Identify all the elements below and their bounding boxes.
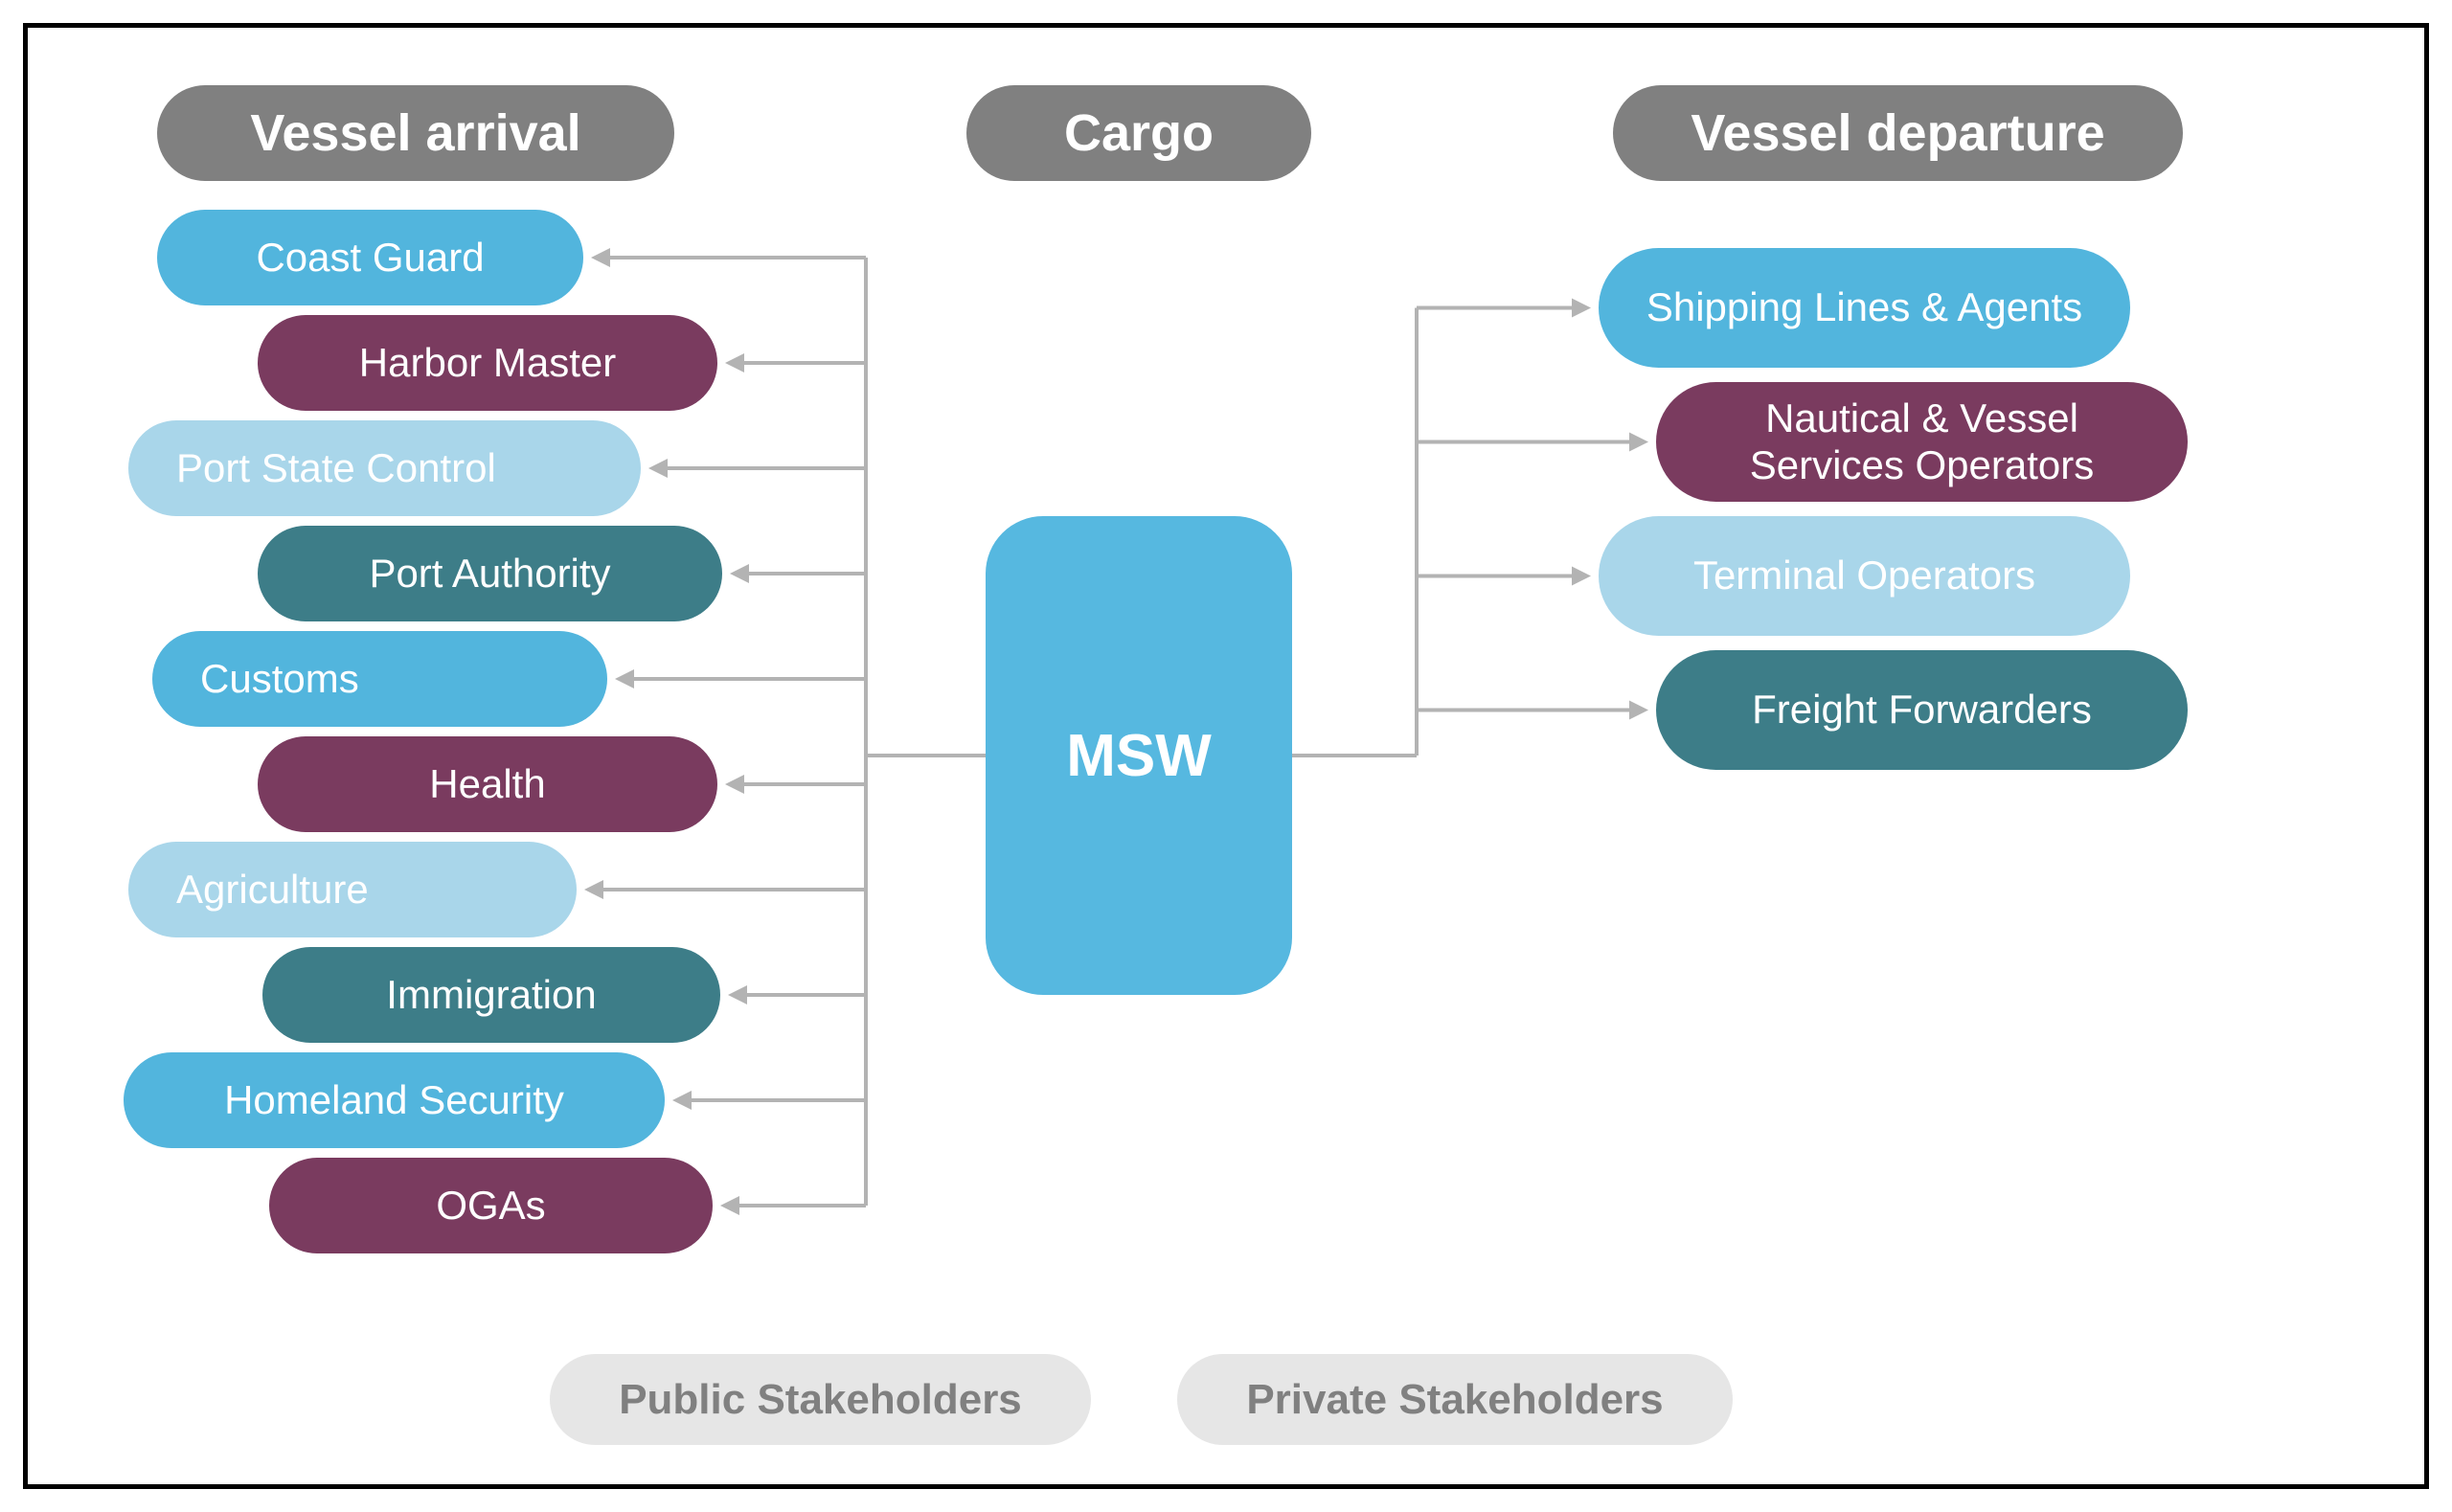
center-node-msw: MSW <box>986 516 1292 995</box>
node-label: Port State Control <box>176 445 496 491</box>
left-node: Homeland Security <box>124 1052 665 1148</box>
left-node: Health <box>258 736 717 832</box>
node-label: Coast Guard <box>256 235 484 281</box>
header-vessel-departure: Vessel departure <box>1613 85 2183 181</box>
header-vessel-arrival: Vessel arrival <box>157 85 674 181</box>
right-node: Terminal Operators <box>1599 516 2130 636</box>
node-label: Homeland Security <box>224 1077 564 1123</box>
header-cargo: Cargo <box>966 85 1311 181</box>
header-label: Vessel departure <box>1691 103 2104 163</box>
node-label: Health <box>429 761 545 807</box>
diagram-frame: Vessel arrival Cargo Vessel departure MS… <box>23 23 2429 1489</box>
center-node-label: MSW <box>1066 722 1212 790</box>
left-node: Harbor Master <box>258 315 717 411</box>
header-label: Cargo <box>1064 103 1214 163</box>
left-node: Port Authority <box>258 526 722 621</box>
right-node: Shipping Lines & Agents <box>1599 248 2130 368</box>
left-node: Agriculture <box>128 842 577 937</box>
left-node: Coast Guard <box>157 210 583 305</box>
left-node: Port State Control <box>128 420 641 516</box>
header-label: Vessel arrival <box>250 103 580 163</box>
footer-public-stakeholders: Public Stakeholders <box>550 1354 1091 1445</box>
node-label: Immigration <box>386 972 596 1018</box>
node-label: Customs <box>200 656 359 702</box>
node-label: Port Authority <box>369 551 610 597</box>
node-label: Harbor Master <box>359 340 616 386</box>
node-label: Freight Forwarders <box>1752 687 2092 733</box>
right-node: Nautical & Vessel Services Operators <box>1656 382 2188 502</box>
node-label: Terminal Operators <box>1693 553 2035 598</box>
node-label: Shipping Lines & Agents <box>1646 284 2082 330</box>
footer-label: Public Stakeholders <box>619 1376 1022 1424</box>
left-node: Immigration <box>262 947 720 1043</box>
node-label: Nautical & Vessel Services Operators <box>1685 395 2159 488</box>
left-node: OGAs <box>269 1158 713 1253</box>
right-node: Freight Forwarders <box>1656 650 2188 770</box>
left-node: Customs <box>152 631 607 727</box>
node-label: Agriculture <box>176 867 369 913</box>
node-label: OGAs <box>436 1183 545 1229</box>
footer-label: Private Stakeholders <box>1246 1376 1663 1424</box>
footer-private-stakeholders: Private Stakeholders <box>1177 1354 1733 1445</box>
